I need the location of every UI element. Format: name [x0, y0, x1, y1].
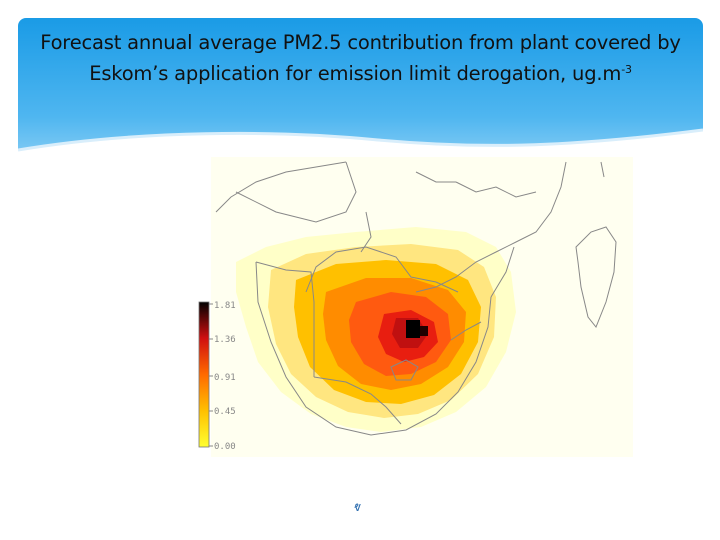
colorbar-tick-3: 0.91: [214, 373, 236, 383]
slide-title-superscript: -3: [621, 63, 632, 76]
colorbar-tick-1: 1.81: [214, 301, 236, 311]
colorbar-tick-2: 1.36: [214, 335, 236, 345]
country-borders: [215, 161, 617, 436]
plume-layers: [236, 227, 516, 432]
colorbar-tick-4: 0.45: [214, 407, 236, 417]
slide-title: Forecast annual average PM2.5 contributi…: [18, 29, 703, 87]
slide-title-text: Forecast annual average PM2.5 contributi…: [40, 31, 681, 85]
slide-number-mark: ⱴ: [354, 500, 362, 514]
colorbar-tick-5: 0.00: [214, 442, 236, 452]
colorbar: 1.81 1.36 0.91 0.45 0.00: [198, 301, 236, 452]
pm25-concentration-map: 1.81 1.36 0.91 0.45 0.00: [196, 152, 633, 457]
